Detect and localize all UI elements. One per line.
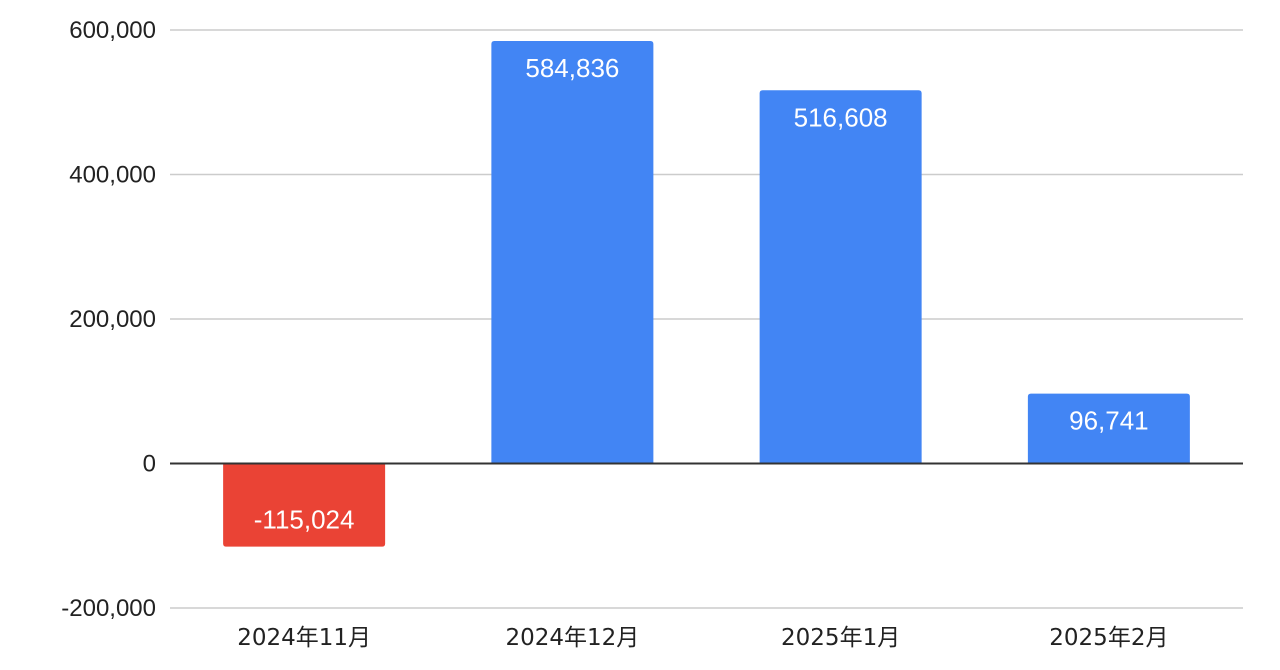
x-category-label: 2024年11月: [237, 625, 371, 651]
data-label: 584,836: [525, 53, 619, 83]
y-tick-label: 200,000: [69, 306, 156, 333]
bar: [223, 463, 386, 547]
data-label: 516,608: [794, 102, 888, 132]
y-tick-label: 600,000: [69, 17, 156, 44]
y-axis-ticks: 600,000 400,000 200,000 0 -200,000: [61, 17, 156, 622]
bar: [491, 40, 654, 464]
x-category-label: 2025年2月: [1049, 625, 1168, 651]
x-category-label: 2024年12月: [505, 625, 639, 651]
y-tick-label: 0: [143, 451, 156, 478]
y-tick-label: 400,000: [69, 162, 156, 189]
bar: [1027, 393, 1190, 464]
x-category-label: 2025年1月: [781, 625, 900, 651]
gridlines: [170, 29, 1243, 609]
bars: [223, 40, 1190, 547]
bar: [759, 90, 922, 464]
data-label: -115,024: [254, 505, 355, 535]
data-labels: -115,024 584,836 516,608 96,741: [254, 53, 1149, 535]
data-label: 96,741: [1069, 406, 1149, 436]
x-axis-categories: 2024年11月 2024年12月 2025年1月 2025年2月: [237, 625, 1168, 651]
y-tick-label: -200,000: [61, 595, 156, 622]
